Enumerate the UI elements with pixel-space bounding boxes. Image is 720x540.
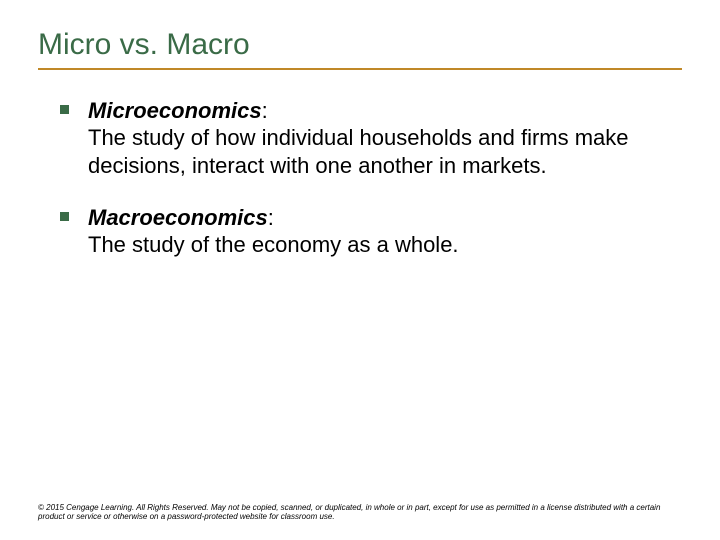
term-colon: : [262, 98, 268, 123]
term-colon: : [268, 205, 274, 230]
definition: The study of how individual households a… [88, 125, 629, 178]
bullet-list: Microeconomics: The study of how individ… [38, 98, 682, 259]
definition: The study of the economy as a whole. [88, 232, 459, 257]
copyright-footer: © 2015 Cengage Learning. All Rights Rese… [38, 503, 682, 522]
bullet-item: Microeconomics: The study of how individ… [60, 98, 682, 179]
square-bullet-icon [60, 105, 69, 114]
term: Macroeconomics [88, 205, 268, 230]
slide: Micro vs. Macro Microeconomics: The stud… [0, 0, 720, 540]
slide-title: Micro vs. Macro [38, 28, 682, 62]
term: Microeconomics [88, 98, 262, 123]
title-block: Micro vs. Macro [38, 28, 682, 70]
square-bullet-icon [60, 212, 69, 221]
bullet-item: Macroeconomics: The study of the economy… [60, 205, 682, 259]
